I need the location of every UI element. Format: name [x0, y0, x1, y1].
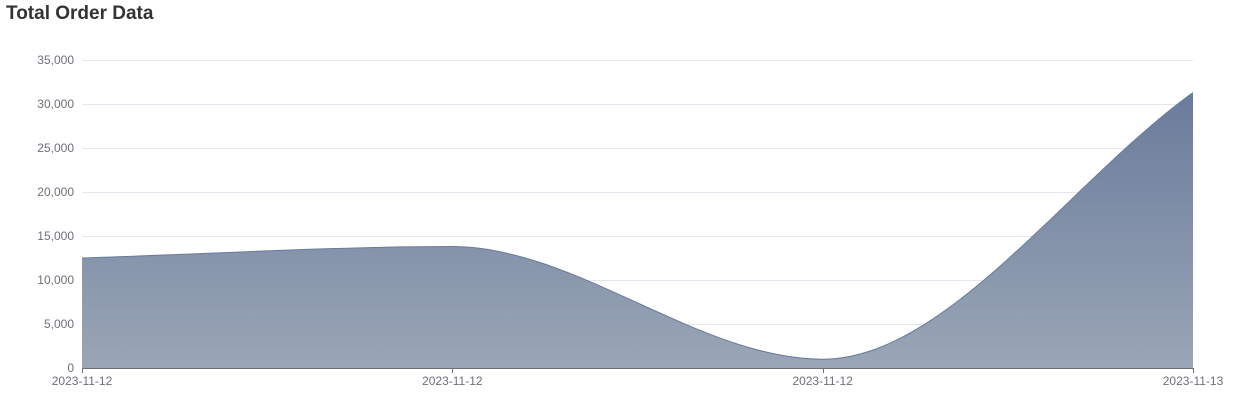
y-tick-label: 20,000	[37, 185, 74, 199]
y-tick-label: 10,000	[37, 273, 74, 287]
y-tick-label: 0	[67, 361, 74, 375]
x-axis: 2023-11-12 2023-11-12 2023-11-12 2023-11-13	[52, 368, 1224, 388]
y-tick-label: 15,000	[37, 229, 74, 243]
y-axis-tick-labels: 0 5,000 10,000 15,000 20,000 25,000 30,000 35,0…	[37, 53, 74, 375]
y-tick-label: 25,000	[37, 141, 74, 155]
chart-title: Total Order Data	[6, 3, 154, 24]
series-line	[81, 92, 1194, 360]
y-tick-label: 30,000	[37, 97, 74, 111]
area-fill	[82, 92, 1193, 368]
x-tick-label: 2023-11-13	[1163, 374, 1224, 388]
area-series	[81, 92, 1194, 368]
y-tick-label: 5,000	[44, 317, 74, 331]
x-tick-label: 2023-11-12	[792, 374, 853, 388]
x-tick-label: 2023-11-12	[52, 374, 113, 388]
x-tick-label: 2023-11-12	[422, 374, 483, 388]
y-tick-label: 35,000	[37, 53, 74, 67]
